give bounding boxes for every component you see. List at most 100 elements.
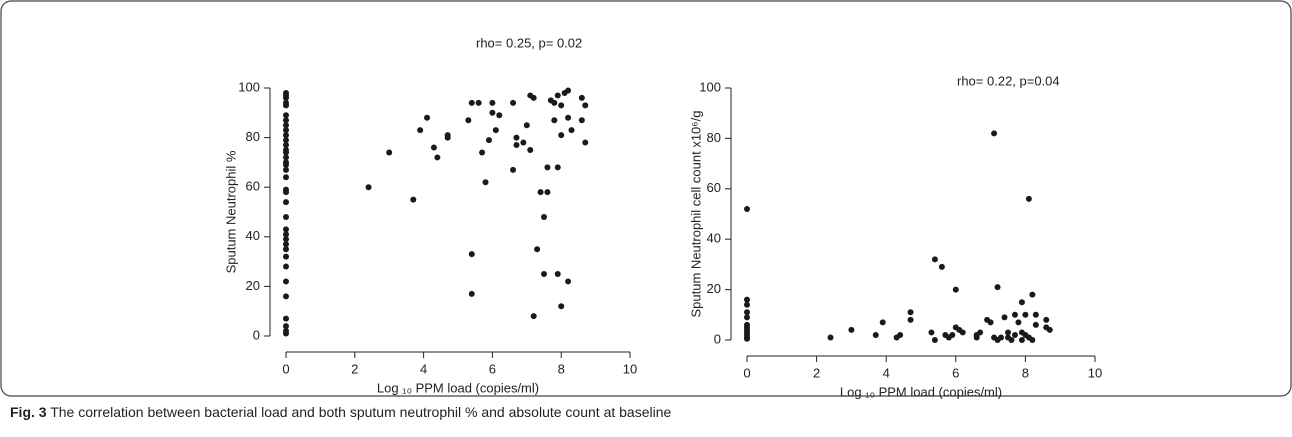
point (475, 99, 482, 106)
y-tick-label: 80 (246, 129, 260, 144)
point (544, 164, 551, 171)
point (283, 117, 289, 124)
point (1025, 195, 1032, 202)
point (283, 246, 289, 253)
point (283, 149, 289, 156)
point (527, 147, 534, 153)
x-tick-label: 2 (351, 361, 358, 376)
point (283, 189, 289, 196)
point (1011, 311, 1018, 318)
point (578, 117, 585, 124)
point (489, 99, 496, 106)
point (534, 246, 541, 253)
point (744, 309, 750, 316)
point (1032, 321, 1039, 328)
frame (0, 0, 1292, 397)
x-tick-label: 6 (489, 361, 496, 376)
point (283, 132, 289, 139)
y-tick-label: 40 (707, 231, 721, 246)
y-axis-label: Sputum Neutrophil % (223, 150, 238, 273)
x-tick-label: 4 (420, 361, 427, 376)
x-tick-label: 4 (883, 365, 890, 380)
point (283, 199, 289, 206)
caption-text: The correlation between bacterial load a… (50, 404, 671, 420)
x-tick-label: 8 (558, 361, 565, 376)
point (744, 314, 750, 321)
x-tick-label: 6 (952, 365, 959, 380)
point (283, 241, 289, 248)
point (541, 213, 547, 220)
point (479, 149, 486, 156)
point (283, 142, 289, 149)
y-tick-label: 100 (238, 79, 260, 94)
x-tick-label: 10 (1088, 365, 1102, 380)
y-tick-label: 20 (246, 278, 260, 293)
point (582, 139, 589, 146)
point (949, 331, 956, 338)
point (283, 137, 289, 144)
point (1011, 331, 1018, 338)
point (544, 189, 551, 196)
point (283, 236, 289, 243)
point (424, 114, 431, 121)
point (283, 330, 289, 337)
point (744, 205, 750, 212)
point (1032, 311, 1039, 318)
point (513, 142, 520, 149)
y-axis-label: Sputum Neutrophil cell count x10⁶/g (688, 111, 703, 318)
point (551, 99, 558, 106)
point (283, 293, 289, 300)
point (1015, 319, 1022, 326)
point (523, 122, 530, 129)
point (897, 331, 904, 338)
point (510, 99, 517, 106)
point (744, 335, 750, 342)
x-tick-label: 2 (813, 365, 820, 380)
y-tick-label: 0 (714, 331, 721, 346)
point (879, 319, 886, 326)
y-tick-label: 80 (707, 130, 721, 145)
y-tick-label: 60 (707, 180, 721, 195)
x-tick-label: 0 (743, 365, 750, 380)
point (744, 296, 750, 303)
point (568, 127, 575, 134)
point (283, 112, 289, 119)
point (959, 329, 966, 336)
point (537, 189, 544, 196)
caption-label: Fig. 3 (10, 404, 47, 420)
point (530, 94, 537, 101)
point (283, 226, 289, 233)
point (1018, 299, 1025, 306)
point (554, 271, 561, 277)
point (554, 92, 561, 99)
point (565, 278, 572, 285)
x-tick-label: 8 (1022, 365, 1029, 380)
point (907, 316, 914, 323)
point (283, 253, 289, 260)
point (410, 196, 417, 203)
point (938, 263, 945, 270)
point (991, 130, 998, 137)
point (417, 127, 424, 134)
point (1029, 337, 1036, 343)
point (283, 94, 289, 101)
point (283, 263, 289, 270)
point (1046, 326, 1053, 333)
point (1008, 337, 1015, 343)
point (283, 323, 289, 330)
point (468, 99, 475, 106)
point (386, 149, 393, 156)
point (283, 213, 289, 220)
point (496, 112, 503, 119)
point (365, 184, 372, 191)
point (283, 315, 289, 322)
point (907, 309, 914, 316)
point (1043, 316, 1050, 323)
x-axis-label: Log ₁₀ PPM load (copies/ml) (377, 380, 539, 395)
point (541, 271, 547, 277)
point (872, 331, 879, 338)
point (444, 134, 451, 141)
point (520, 139, 527, 146)
point (283, 127, 289, 134)
